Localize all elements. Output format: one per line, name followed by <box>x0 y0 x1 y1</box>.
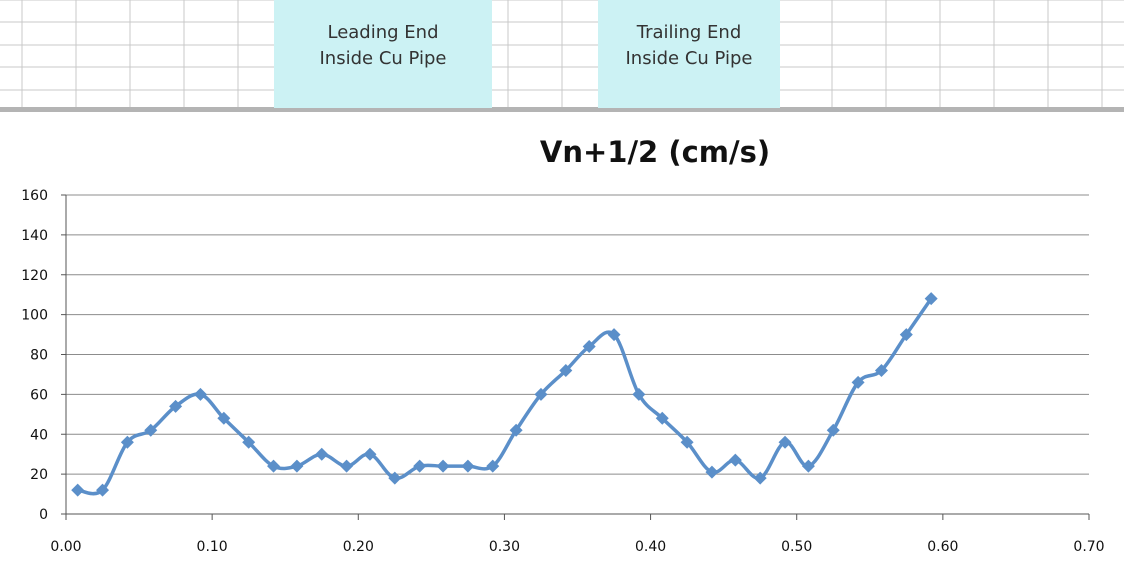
data-point-marker <box>71 483 85 497</box>
chart-axes <box>61 194 1090 520</box>
data-point-marker <box>96 483 110 497</box>
y-tick-label: 100 <box>21 308 48 324</box>
data-point-marker <box>290 459 304 473</box>
data-point-marker <box>193 387 207 401</box>
data-point-marker <box>559 363 573 377</box>
data-point-marker <box>315 447 329 461</box>
x-axis-tick-labels: 0.00 0.10 0.20 0.30 0.40 0.50 0.60 0.70 <box>50 539 1104 555</box>
series-velocity <box>71 292 938 497</box>
y-tick-label: 120 <box>21 268 48 284</box>
y-tick-label: 60 <box>30 387 48 403</box>
data-point-marker <box>924 292 938 306</box>
data-point-marker <box>388 471 402 485</box>
spreadsheet-cell-grid <box>0 0 1124 112</box>
velocity-chart: Vn+1/2 (cm/s) 0 20 40 60 80 100 120 140 160 0.00… <box>21 135 1104 555</box>
data-point-marker <box>582 340 596 354</box>
leading-end-note-line1: Leading End <box>327 22 439 43</box>
data-point-marker <box>534 387 548 401</box>
data-point-marker <box>728 453 742 467</box>
y-tick-label: 80 <box>30 348 48 364</box>
series-line <box>75 296 933 496</box>
y-tick-label: 20 <box>30 467 48 483</box>
leading-end-note: Leading End Inside Cu Pipe <box>274 0 492 108</box>
data-point-marker <box>242 435 256 449</box>
data-point-marker <box>826 423 840 437</box>
data-point-marker <box>436 459 450 473</box>
x-tick-label: 0.70 <box>1073 539 1104 555</box>
trailing-end-note-line2: Inside Cu Pipe <box>625 48 753 69</box>
data-point-marker <box>169 399 183 413</box>
x-tick-label: 0.60 <box>927 539 958 555</box>
chart-title: Vn+1/2 (cm/s) <box>540 135 770 169</box>
y-tick-label: 40 <box>30 427 48 443</box>
data-point-marker <box>632 387 646 401</box>
x-tick-label: 0.50 <box>781 539 812 555</box>
data-point-marker <box>340 459 354 473</box>
data-point-marker <box>267 459 281 473</box>
data-point-marker <box>851 375 865 389</box>
y-tick-label: 0 <box>39 507 48 523</box>
y-tick-label: 160 <box>21 188 48 204</box>
data-point-marker <box>607 328 621 342</box>
data-point-marker <box>874 363 888 377</box>
leading-end-note-line2: Inside Cu Pipe <box>319 48 447 69</box>
data-point-marker <box>801 459 815 473</box>
data-point-marker <box>899 328 913 342</box>
x-tick-label: 0.20 <box>343 539 374 555</box>
y-tick-label: 140 <box>21 228 48 244</box>
data-point-marker <box>705 465 719 479</box>
trailing-end-note-line1: Trailing End <box>636 22 742 43</box>
sheet-frame-bar <box>0 107 1124 112</box>
data-point-marker <box>144 423 158 437</box>
trailing-end-note: Trailing End Inside Cu Pipe <box>598 0 780 108</box>
data-point-marker <box>217 411 231 425</box>
data-point-marker <box>778 435 792 449</box>
chart-gridlines <box>66 194 1089 475</box>
data-point-marker <box>461 459 475 473</box>
data-point-marker <box>680 435 694 449</box>
x-tick-label: 0.10 <box>197 539 228 555</box>
data-point-marker <box>120 435 134 449</box>
data-point-marker <box>363 447 377 461</box>
x-tick-label: 0.30 <box>489 539 520 555</box>
data-point-marker <box>753 471 767 485</box>
data-point-marker <box>413 459 427 473</box>
data-point-marker <box>509 423 523 437</box>
data-point-marker <box>486 459 500 473</box>
x-tick-label: 0.40 <box>635 539 666 555</box>
y-axis-tick-labels: 0 20 40 60 80 100 120 140 160 <box>21 188 48 523</box>
data-point-marker <box>655 411 669 425</box>
x-tick-label: 0.00 <box>50 539 81 555</box>
